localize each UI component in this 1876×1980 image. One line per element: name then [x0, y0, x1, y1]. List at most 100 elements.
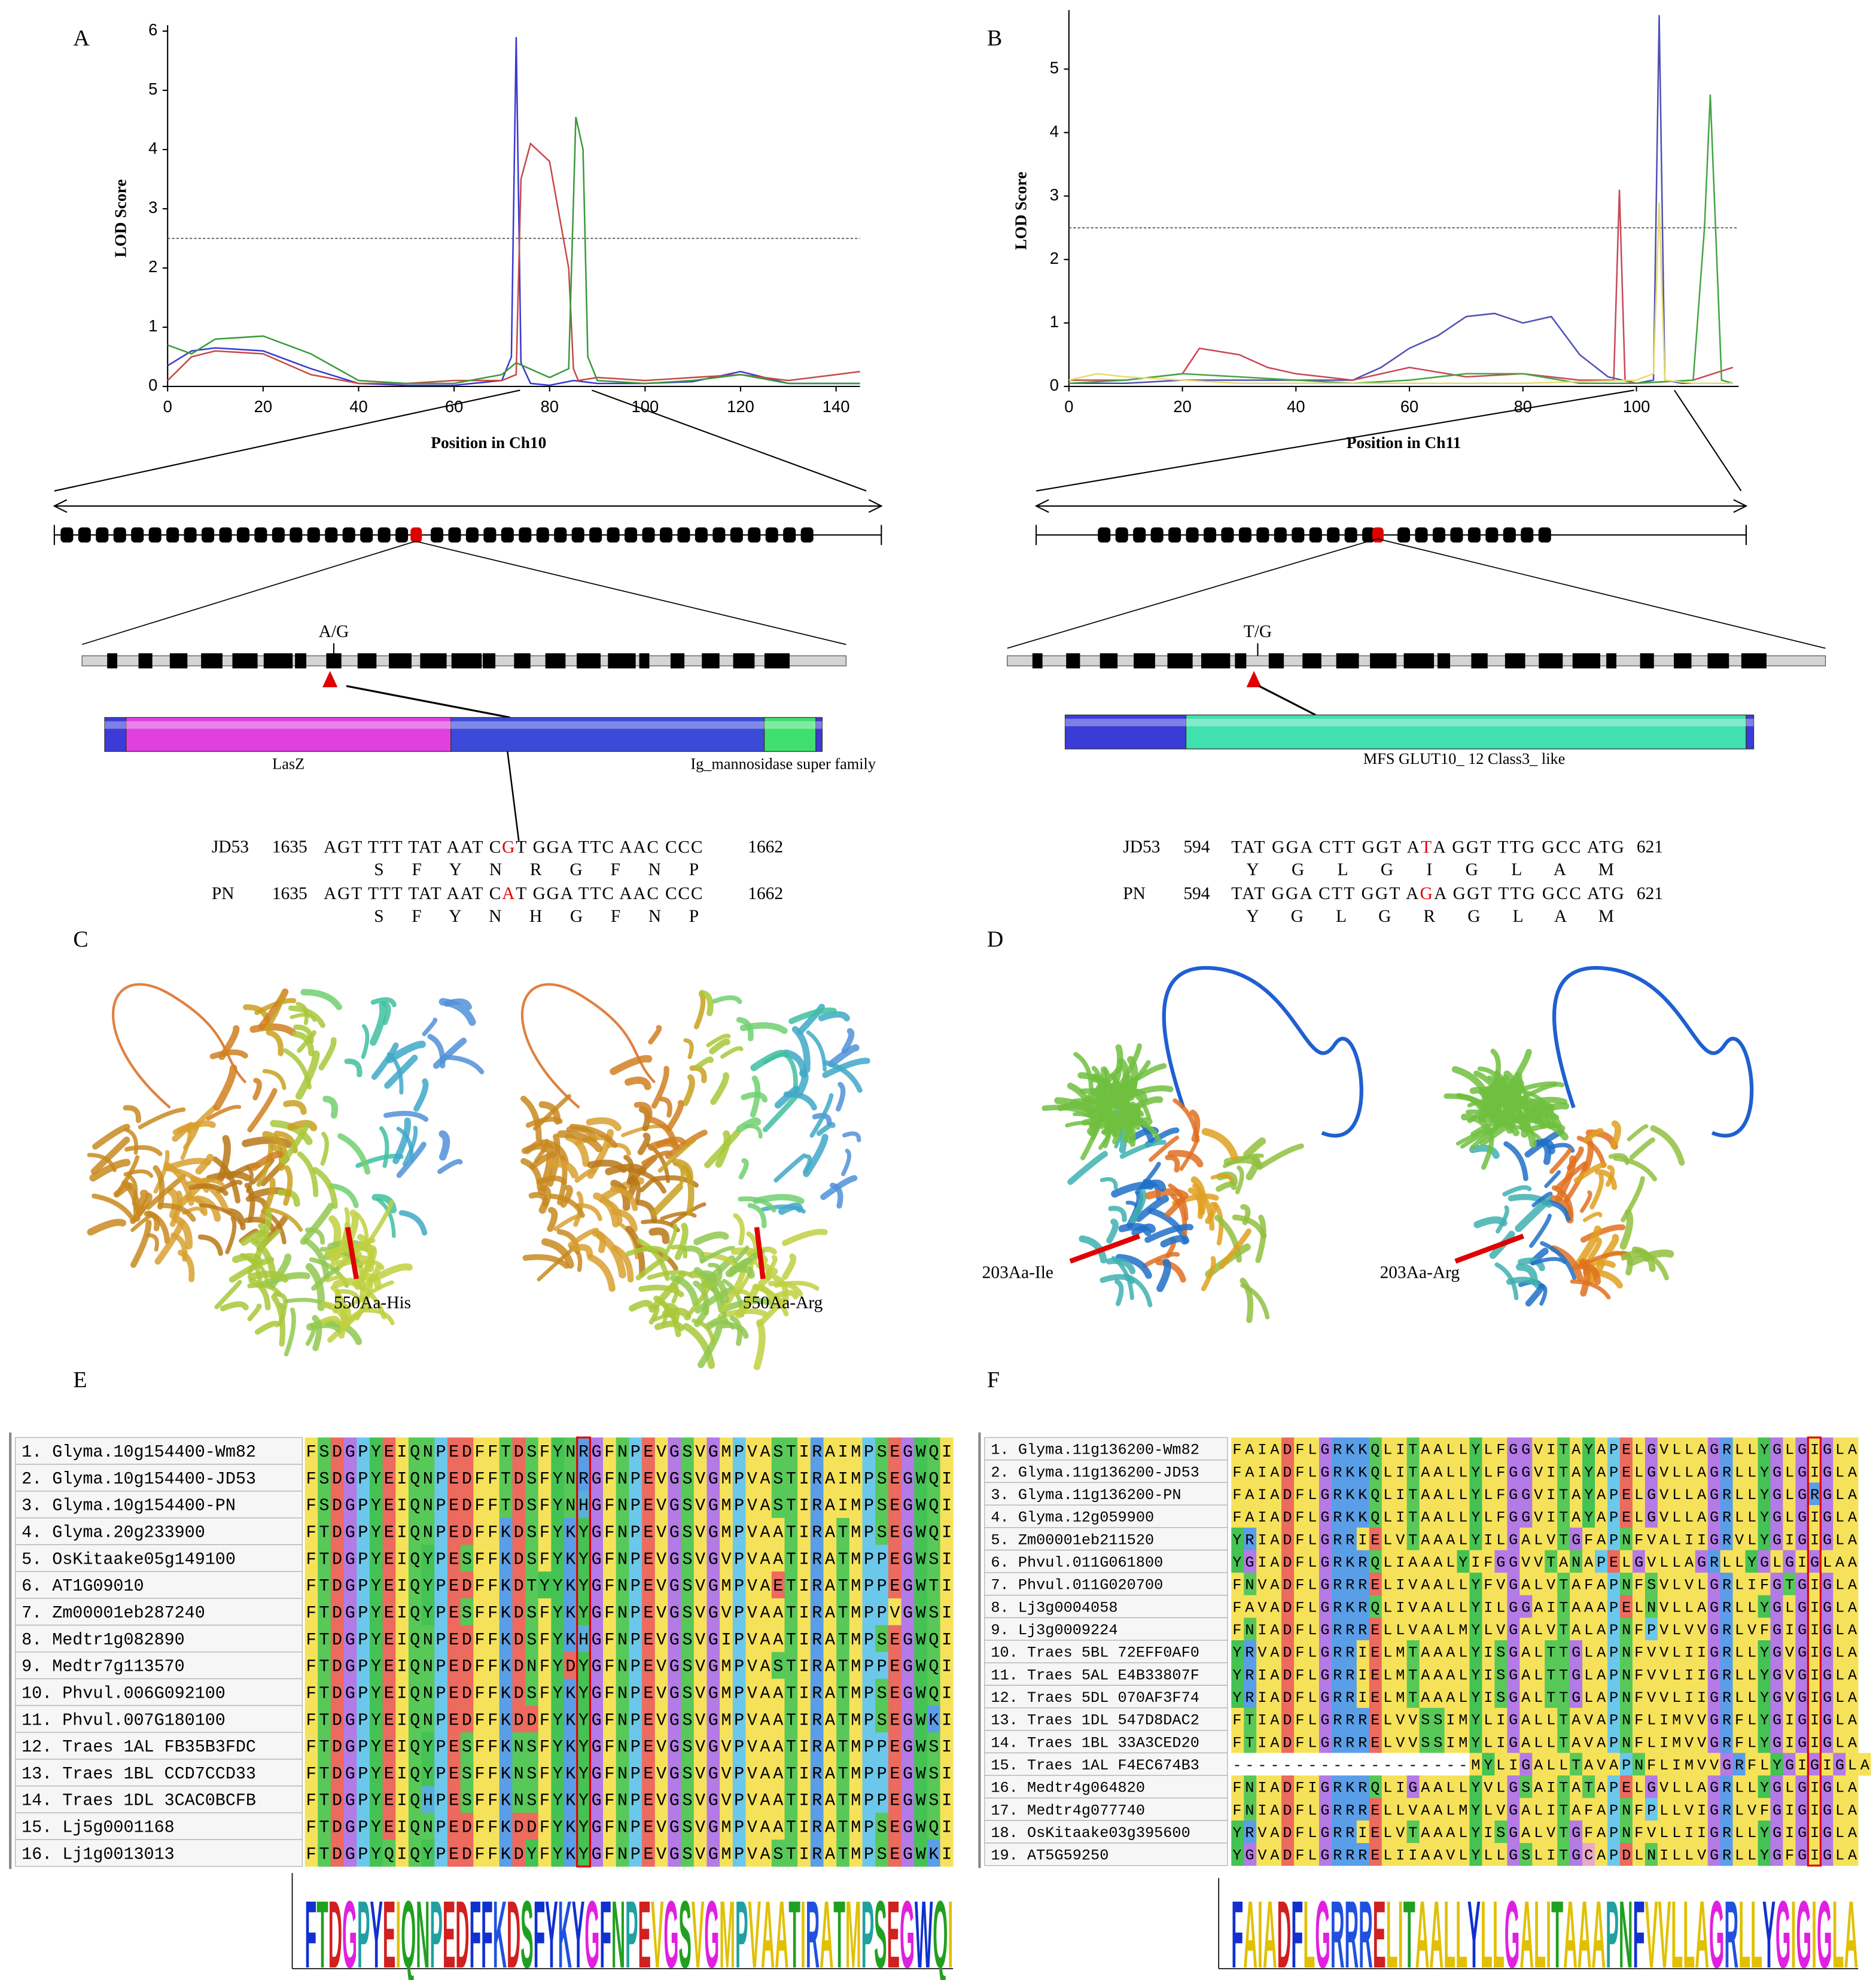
ribbon — [1588, 1237, 1602, 1260]
ribbon — [287, 1120, 318, 1132]
seq-end: 1662 — [748, 837, 783, 857]
residue-cell — [369, 1491, 383, 1518]
residue-cell — [771, 1625, 785, 1653]
residue-cell — [771, 1679, 785, 1706]
logo-letter: L — [1386, 1881, 1398, 1980]
logo-letter: D — [1277, 1881, 1292, 1980]
name-cell — [14, 1759, 303, 1787]
logo-letter: T — [1551, 1881, 1563, 1980]
ribbon — [1156, 1258, 1171, 1292]
residue-cell — [357, 1705, 370, 1733]
ribbon — [750, 1049, 786, 1071]
ribbon — [262, 1069, 287, 1090]
sequence-name: 9. Medtr7g113570 — [22, 1657, 185, 1677]
ribbon — [638, 1284, 684, 1297]
seq-part: A — [502, 884, 515, 903]
ribbon — [1610, 1120, 1622, 1149]
gene-marker — [1186, 527, 1199, 543]
residue-cell — [797, 1679, 811, 1706]
residue-cell — [447, 1625, 461, 1653]
residue-cell — [706, 1813, 720, 1840]
residue-cell — [771, 1759, 785, 1787]
logo-letter: R — [1344, 1881, 1359, 1980]
exon — [1302, 653, 1321, 669]
residue-cell — [538, 1705, 552, 1733]
logo-letter: I — [1546, 1881, 1551, 1980]
residue-cell — [901, 1679, 915, 1706]
residue-cell — [668, 1464, 681, 1492]
exon — [169, 653, 188, 669]
residue-cell — [447, 1705, 461, 1733]
loop — [1552, 966, 1754, 1138]
residue-cell — [486, 1625, 500, 1653]
residue-cell — [927, 1732, 940, 1760]
residue-cell — [759, 1625, 772, 1653]
target-marker — [1372, 527, 1384, 543]
residue-cell — [512, 1571, 526, 1599]
exon — [107, 653, 118, 669]
residue-cell — [862, 1786, 876, 1813]
panel-label: A — [73, 26, 90, 51]
y-tick-label: 3 — [148, 198, 157, 217]
residue-cell — [551, 1679, 565, 1706]
residue-cell — [512, 1625, 526, 1653]
ribbon — [557, 1130, 603, 1153]
residue-cell — [304, 1813, 318, 1840]
residue-cell — [538, 1598, 552, 1626]
connector — [754, 1227, 766, 1280]
residue-cell — [681, 1705, 695, 1733]
ribbon — [1214, 1214, 1242, 1263]
domain — [126, 717, 452, 752]
residue-cell — [629, 1759, 642, 1787]
ribbon — [574, 1168, 596, 1183]
residue-cell — [304, 1786, 318, 1813]
residue-cell — [836, 1571, 850, 1599]
connector — [1069, 1233, 1141, 1264]
residue-cell — [668, 1598, 681, 1626]
residue-cell — [784, 1679, 798, 1706]
residue-cell — [836, 1518, 850, 1545]
ribbon — [199, 1203, 244, 1226]
x-tick-label: 20 — [1173, 397, 1191, 416]
ribbon — [259, 1177, 276, 1220]
residue-cell — [693, 1491, 707, 1518]
name-cell — [14, 1464, 303, 1492]
logo-letter: F — [1633, 1881, 1645, 1980]
residue-cell — [681, 1571, 695, 1599]
ribbon — [1605, 1165, 1615, 1187]
residue-cell — [914, 1437, 928, 1465]
ribbon — [528, 1192, 549, 1207]
exon — [670, 653, 685, 669]
residue-cell — [538, 1652, 552, 1679]
residue-cell — [408, 1491, 422, 1518]
ribbon — [1473, 1216, 1508, 1229]
ribbon — [1515, 1096, 1568, 1109]
residue-cell — [395, 1545, 409, 1572]
residue-cell — [460, 1679, 474, 1706]
residue-cell — [473, 1732, 487, 1760]
residue-cell — [823, 1545, 837, 1572]
ribbon — [1243, 1137, 1266, 1159]
ribbon — [647, 1139, 680, 1151]
residue-cell — [421, 1732, 435, 1760]
residue-cell — [525, 1759, 539, 1787]
residue-cell — [330, 1786, 344, 1813]
residue-cell — [460, 1518, 474, 1545]
residue-cell — [940, 1518, 954, 1545]
ribbon — [1091, 1107, 1105, 1141]
residue-cell — [810, 1625, 824, 1653]
residue-cell — [849, 1625, 863, 1653]
sequence-name: 1. Glyma.11g136200-Wm82 — [991, 1442, 1199, 1459]
ribbon — [1106, 1257, 1136, 1275]
residue-cell — [654, 1437, 668, 1465]
residue-cell — [603, 1437, 617, 1465]
gene-marker — [395, 527, 409, 543]
residue-cell — [421, 1571, 435, 1599]
exon — [1167, 653, 1193, 669]
ribbon — [1500, 1095, 1515, 1134]
residue-cell — [473, 1464, 487, 1492]
ribbon — [710, 1072, 729, 1105]
y-tick-label: 5 — [1050, 59, 1059, 77]
ribbon — [280, 1122, 310, 1165]
sequence-name: 7. Phvul.011G020700 — [991, 1577, 1163, 1594]
